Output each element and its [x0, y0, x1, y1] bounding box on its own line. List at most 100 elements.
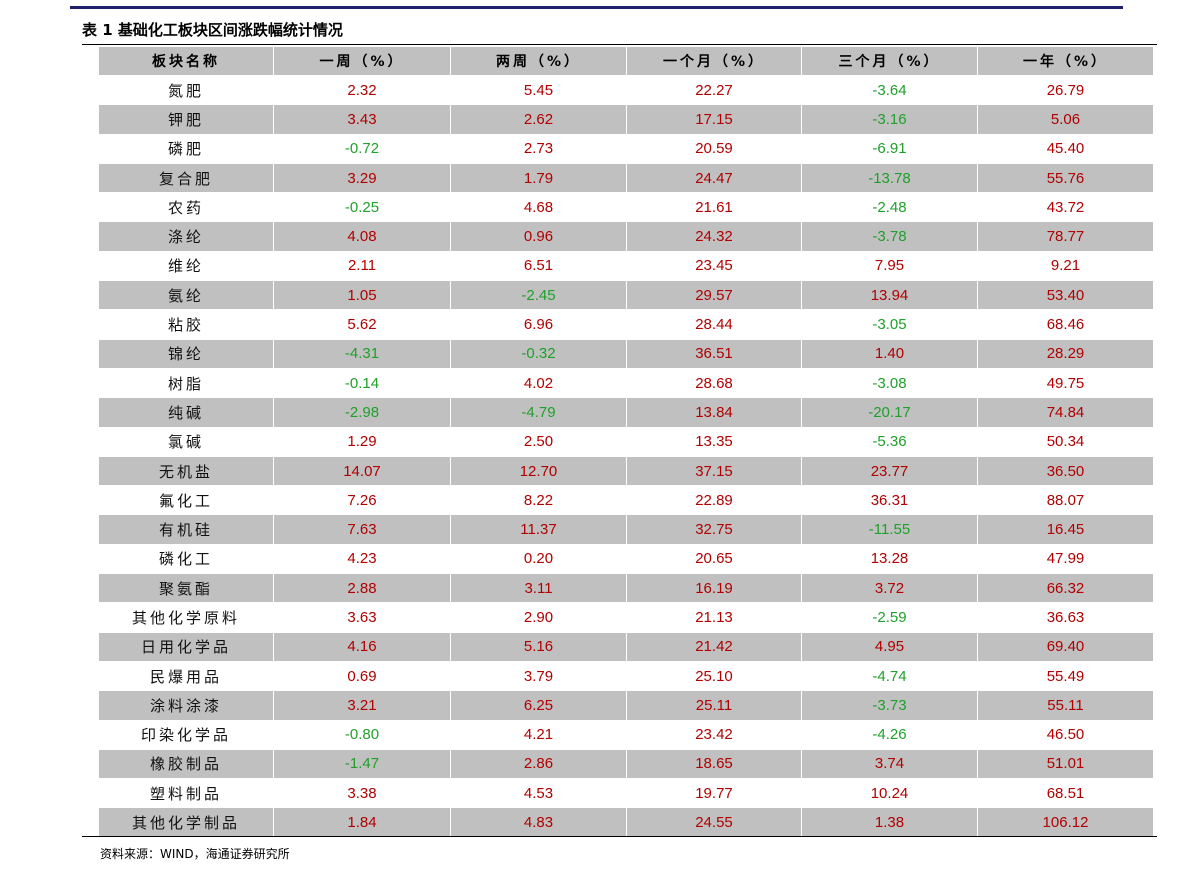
value-cell: 23.77: [801, 455, 978, 487]
table-row: 其他化学原料 3.63 2.90 21.13 -2.59 36.63: [98, 602, 1154, 633]
table-row: 民爆用品 0.69 3.79 25.10 -4.74 55.49: [98, 660, 1154, 692]
table-row: 复合肥 3.29 1.79 24.47 -13.78 55.76: [98, 162, 1154, 194]
column-header: 一周（%）: [273, 46, 451, 76]
value-cell: 3.72: [801, 573, 978, 604]
table-row: 氯碱 1.29 2.50 13.35 -5.36 50.34: [98, 426, 1154, 457]
value-cell: 23.42: [626, 719, 802, 750]
sector-name: 复合肥: [98, 162, 274, 194]
value-cell: 1.05: [273, 280, 451, 311]
value-cell: -1.47: [273, 748, 451, 780]
value-cell: 2.11: [273, 250, 451, 282]
table-row: 纯碱 -2.98 -4.79 13.84 -20.17 74.84: [98, 397, 1154, 428]
value-cell: -0.32: [450, 338, 627, 369]
value-cell: 9.21: [977, 250, 1154, 282]
value-cell: 3.29: [273, 162, 451, 194]
value-cell: 49.75: [977, 367, 1154, 399]
value-cell: 2.32: [273, 74, 451, 106]
value-cell: 4.16: [273, 631, 451, 662]
value-cell: 1.38: [801, 807, 978, 838]
value-cell: 7.95: [801, 250, 978, 282]
value-cell: 20.59: [626, 133, 802, 164]
sector-name: 有机硅: [98, 514, 274, 545]
sector-name: 磷肥: [98, 133, 274, 164]
value-cell: 6.25: [450, 690, 627, 721]
value-cell: 66.32: [977, 573, 1154, 604]
value-cell: 25.10: [626, 660, 802, 692]
value-cell: 1.29: [273, 426, 451, 457]
value-cell: 12.70: [450, 455, 627, 487]
value-cell: 24.32: [626, 221, 802, 252]
sector-name: 其他化学制品: [98, 807, 274, 838]
value-cell: 5.06: [977, 104, 1154, 135]
table-row: 粘胶 5.62 6.96 28.44 -3.05 68.46: [98, 309, 1154, 340]
value-cell: -0.14: [273, 367, 451, 399]
value-cell: 36.50: [977, 455, 1154, 487]
value-cell: -3.64: [801, 74, 978, 106]
value-cell: 55.76: [977, 162, 1154, 194]
value-cell: 6.51: [450, 250, 627, 282]
value-cell: 51.01: [977, 748, 1154, 780]
sector-name: 氮肥: [98, 74, 274, 106]
value-cell: 28.44: [626, 309, 802, 340]
header-row: 板块名称 一周（%） 两周（%） 一个月（%） 三个月（%） 一年（%）: [98, 46, 1154, 76]
sector-name: 磷化工: [98, 543, 274, 575]
value-cell: 26.79: [977, 74, 1154, 106]
table-row: 印染化学品 -0.80 4.21 23.42 -4.26 46.50: [98, 719, 1154, 750]
value-cell: 2.90: [450, 602, 627, 633]
value-cell: 0.96: [450, 221, 627, 252]
value-cell: 20.65: [626, 543, 802, 575]
value-cell: 28.68: [626, 367, 802, 399]
sector-name: 涂料涂漆: [98, 690, 274, 721]
rule: [82, 44, 1157, 45]
sector-name: 其他化学原料: [98, 602, 274, 633]
value-cell: 3.11: [450, 573, 627, 604]
value-cell: 18.65: [626, 748, 802, 780]
table-row: 无机盐 14.07 12.70 37.15 23.77 36.50: [98, 455, 1154, 487]
table-row: 涂料涂漆 3.21 6.25 25.11 -3.73 55.11: [98, 690, 1154, 721]
column-header: 两周（%）: [450, 46, 627, 76]
value-cell: 5.62: [273, 309, 451, 340]
value-cell: 37.15: [626, 455, 802, 487]
value-cell: 3.74: [801, 748, 978, 780]
value-cell: 1.40: [801, 338, 978, 369]
value-cell: -2.48: [801, 192, 978, 223]
column-header: 一年（%）: [977, 46, 1154, 76]
table-row: 磷化工 4.23 0.20 20.65 13.28 47.99: [98, 543, 1154, 575]
value-cell: 3.21: [273, 690, 451, 721]
sector-name: 无机盐: [98, 455, 274, 487]
value-cell: 32.75: [626, 514, 802, 545]
value-cell: 4.53: [450, 778, 627, 809]
value-cell: 55.11: [977, 690, 1154, 721]
value-cell: 50.34: [977, 426, 1154, 457]
sector-name: 纯碱: [98, 397, 274, 428]
value-cell: 4.21: [450, 719, 627, 750]
source-note: 资料来源：WIND，海通证券研究所: [100, 847, 290, 861]
table-row: 涤纶 4.08 0.96 24.32 -3.78 78.77: [98, 221, 1154, 252]
value-cell: -4.31: [273, 338, 451, 369]
table-row: 有机硅 7.63 11.37 32.75 -11.55 16.45: [98, 514, 1154, 545]
value-cell: 36.51: [626, 338, 802, 369]
value-cell: 46.50: [977, 719, 1154, 750]
value-cell: 28.29: [977, 338, 1154, 369]
value-cell: 8.22: [450, 485, 627, 516]
value-cell: 4.95: [801, 631, 978, 662]
value-cell: 10.24: [801, 778, 978, 809]
value-cell: 1.79: [450, 162, 627, 194]
value-cell: 53.40: [977, 280, 1154, 311]
value-cell: 2.88: [273, 573, 451, 604]
value-cell: 13.84: [626, 397, 802, 428]
value-cell: -0.72: [273, 133, 451, 164]
value-cell: 13.94: [801, 280, 978, 311]
value-cell: 22.27: [626, 74, 802, 106]
value-cell: 13.35: [626, 426, 802, 457]
value-cell: 3.38: [273, 778, 451, 809]
value-cell: 88.07: [977, 485, 1154, 516]
value-cell: -11.55: [801, 514, 978, 545]
sector-name: 聚氨酯: [98, 573, 274, 604]
value-cell: -3.16: [801, 104, 978, 135]
sector-name: 民爆用品: [98, 660, 274, 692]
value-cell: 13.28: [801, 543, 978, 575]
value-cell: 3.63: [273, 602, 451, 633]
value-cell: 25.11: [626, 690, 802, 721]
